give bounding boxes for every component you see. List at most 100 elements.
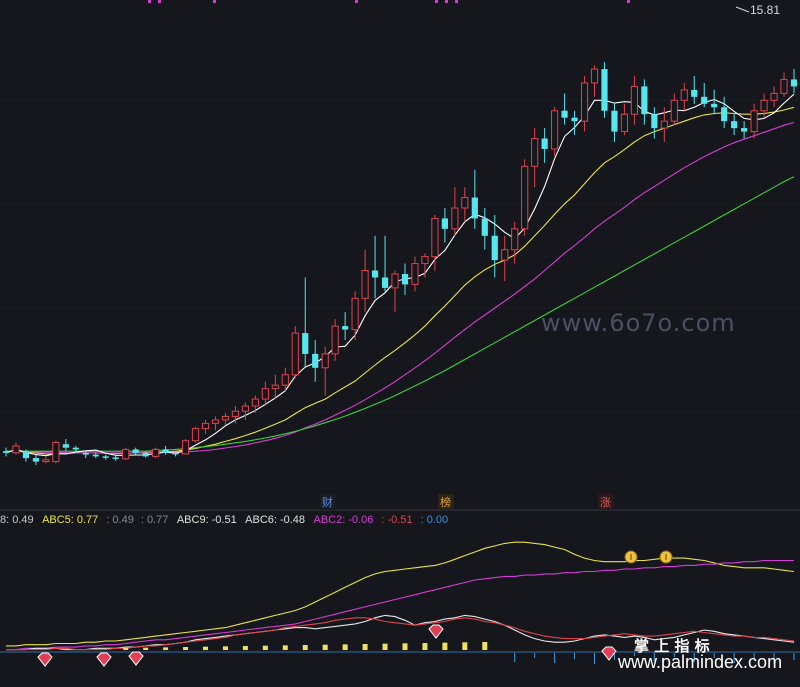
marker-zhang[interactable]: 涨 (600, 496, 611, 509)
candle (172, 451, 179, 457)
candle-body (511, 228, 519, 251)
ma20-line (6, 121, 795, 454)
candle-body (331, 325, 339, 355)
candle-body (231, 410, 240, 417)
candle (511, 221, 519, 264)
candle-body (541, 138, 548, 149)
candle (620, 103, 629, 136)
candle-body (112, 457, 119, 459)
top-tick-6 (455, 0, 458, 3)
marker-cai[interactable]: 财 (322, 495, 333, 509)
candle-body (780, 78, 788, 94)
candle-body (471, 197, 478, 219)
candle-body (790, 79, 798, 87)
candle-body (401, 274, 409, 285)
candle-body (701, 96, 708, 104)
signal-bar (422, 643, 428, 650)
candle (701, 82, 708, 108)
candle-body (531, 138, 539, 167)
candle (231, 406, 240, 424)
diamond-shape (96, 652, 112, 667)
candle (201, 419, 210, 434)
candle-body (441, 218, 448, 229)
signal-bar (163, 647, 169, 650)
candle (611, 103, 618, 142)
candle (271, 374, 279, 400)
candle-body (371, 270, 379, 278)
candle (22, 449, 30, 462)
candle-body (281, 374, 289, 386)
candle (312, 340, 319, 382)
candle-body (52, 441, 60, 463)
diamond-shape (37, 652, 53, 667)
candle-body (211, 419, 220, 424)
signal-bar (282, 645, 288, 650)
signal-bar (342, 644, 348, 650)
candle (421, 253, 429, 278)
candle (670, 93, 678, 125)
candle (241, 402, 249, 420)
candle (302, 277, 309, 368)
signal-bar (382, 643, 388, 650)
candle (12, 442, 20, 455)
diamond-icon (96, 652, 112, 667)
candle (780, 72, 788, 97)
candle-body (92, 454, 99, 457)
candle-body (641, 86, 648, 115)
signal-bar (143, 647, 149, 650)
candle-body (601, 69, 608, 111)
candle-body (82, 452, 89, 455)
top-tick-7 (627, 0, 630, 3)
candle (2, 447, 10, 457)
signal-bar (202, 646, 208, 650)
candle (551, 107, 559, 156)
candle (741, 121, 748, 139)
candle-body (312, 353, 319, 368)
candle (132, 447, 139, 455)
candle (750, 103, 758, 139)
candle-body (22, 451, 30, 459)
candle-body (302, 333, 309, 354)
candle (181, 439, 190, 455)
candle-body (122, 448, 130, 460)
candle (102, 454, 109, 460)
candle-body (321, 353, 329, 369)
candle (580, 76, 589, 132)
candle-body (750, 110, 758, 133)
candle-body (191, 428, 200, 442)
abc6-line (6, 617, 795, 651)
candle (82, 451, 89, 459)
candle-body (342, 326, 349, 330)
signal-bar (242, 646, 248, 650)
candle-body (721, 107, 728, 122)
diamond-icon (128, 651, 144, 666)
candle (281, 367, 289, 393)
candle-body (611, 110, 618, 132)
diamond-icon (37, 652, 53, 667)
candle-body (221, 415, 230, 421)
candle-body (391, 273, 399, 289)
marker-bang[interactable]: 榜 (440, 495, 451, 509)
candle (371, 235, 379, 299)
top-tick-marks (148, 0, 630, 3)
palmindex-watermark: 掌 上 指 标 www.palmindex.com (617, 637, 782, 672)
price-gridlines (0, 47, 800, 413)
candle-body (72, 447, 79, 450)
candle-body (2, 451, 10, 453)
candle (122, 447, 130, 460)
candle (721, 96, 728, 129)
candle (651, 107, 658, 139)
candle-body (271, 384, 279, 390)
signal-bar (442, 642, 448, 650)
candle-body (451, 207, 459, 230)
candle-body (491, 235, 498, 261)
candle-body (181, 440, 190, 455)
candle (221, 412, 230, 426)
candle (521, 159, 529, 236)
candle (251, 395, 259, 413)
candle (211, 416, 220, 431)
candle (431, 214, 439, 271)
candle-body (241, 405, 249, 412)
candle (401, 263, 409, 295)
signal-bar (362, 644, 368, 650)
